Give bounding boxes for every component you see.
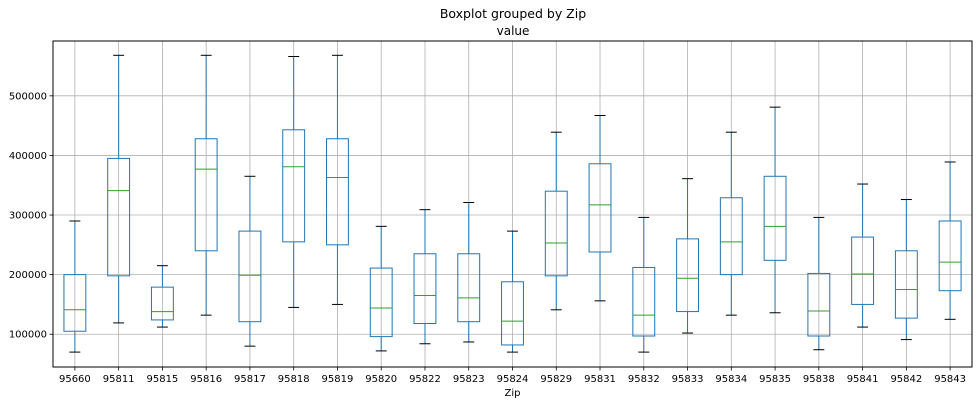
x-tick-label: 95824 (497, 374, 529, 385)
x-tick-label: 95818 (278, 374, 310, 385)
box-95815 (150, 265, 174, 328)
x-tick-label: 95819 (322, 374, 354, 385)
y-tick-label: 300000 (9, 211, 47, 222)
x-tick-label: 95822 (409, 374, 441, 385)
y-tick-label: 100000 (9, 330, 47, 341)
iqr-box (150, 286, 174, 321)
axes-title: value (496, 24, 530, 38)
iqr-box (63, 274, 87, 332)
iqr-box (544, 190, 568, 277)
grid-layer (53, 41, 972, 367)
x-tick-label: 95823 (453, 374, 485, 385)
box-95841 (851, 183, 875, 328)
box-95831 (588, 114, 612, 302)
x-axis-label: Zip (505, 388, 521, 399)
iqr-box (238, 230, 262, 323)
box-95842 (894, 199, 918, 341)
x-tick-label: 95843 (934, 374, 966, 385)
x-tick-label: 95660 (59, 374, 91, 385)
box-95832 (632, 216, 656, 353)
x-tick-label: 95817 (234, 374, 266, 385)
x-tick-label: 95816 (190, 374, 222, 385)
iqr-box (894, 250, 918, 319)
x-tick-label: 95829 (540, 374, 572, 385)
box-95823 (457, 202, 481, 343)
box-95822 (413, 209, 437, 345)
box-95843 (938, 161, 962, 320)
iqr-box (588, 163, 612, 253)
iqr-box (719, 197, 743, 276)
x-tick-label: 95834 (715, 374, 747, 385)
box-95838 (807, 216, 831, 351)
iqr-box (413, 253, 437, 324)
x-tick-label: 95833 (672, 374, 704, 385)
iqr-box (807, 272, 831, 337)
box-95817 (238, 175, 262, 347)
x-tick-label: 95820 (365, 374, 397, 385)
x-tick-label: 95832 (628, 374, 660, 385)
x-tick-label: 95815 (146, 374, 178, 385)
x-tick-label: 95835 (759, 374, 791, 385)
iqr-box (194, 138, 218, 252)
iqr-box (763, 175, 787, 261)
iqr-box (457, 253, 481, 323)
x-tick-label: 95842 (890, 374, 922, 385)
x-axis: 95660 95811 95815 95816 95817 95818 95819 95820… (59, 367, 966, 385)
box-95819 (326, 54, 349, 305)
box-95816 (194, 54, 218, 316)
box-95811 (107, 54, 131, 324)
x-tick-label: 95831 (584, 374, 616, 385)
box-95820 (369, 225, 393, 352)
x-tick-label: 95838 (803, 374, 835, 385)
box-95829 (544, 131, 568, 311)
iqr-box (501, 281, 524, 346)
box-95818 (282, 55, 306, 308)
x-tick-label: 95811 (103, 374, 135, 385)
box-95824 (501, 230, 524, 353)
box-layer (63, 54, 962, 353)
box-95835 (763, 106, 787, 314)
box-95660 (63, 220, 87, 353)
box-95833 (676, 178, 699, 334)
figure-title: Boxplot grouped by Zip (439, 6, 587, 21)
box-95834 (719, 131, 743, 316)
iqr-box (851, 236, 875, 305)
iqr-box (676, 238, 699, 313)
y-tick-label: 200000 (9, 270, 47, 281)
iqr-box (282, 129, 306, 243)
iqr-box (107, 157, 131, 277)
iqr-box (938, 220, 962, 292)
y-tick-label: 500000 (9, 91, 47, 102)
x-tick-label: 95841 (847, 374, 879, 385)
iqr-box (369, 267, 393, 338)
y-axis: 100000 200000 300000 400000 500000 (9, 91, 53, 341)
iqr-box (632, 266, 656, 337)
y-tick-label: 400000 (9, 151, 47, 162)
iqr-box (326, 138, 349, 246)
